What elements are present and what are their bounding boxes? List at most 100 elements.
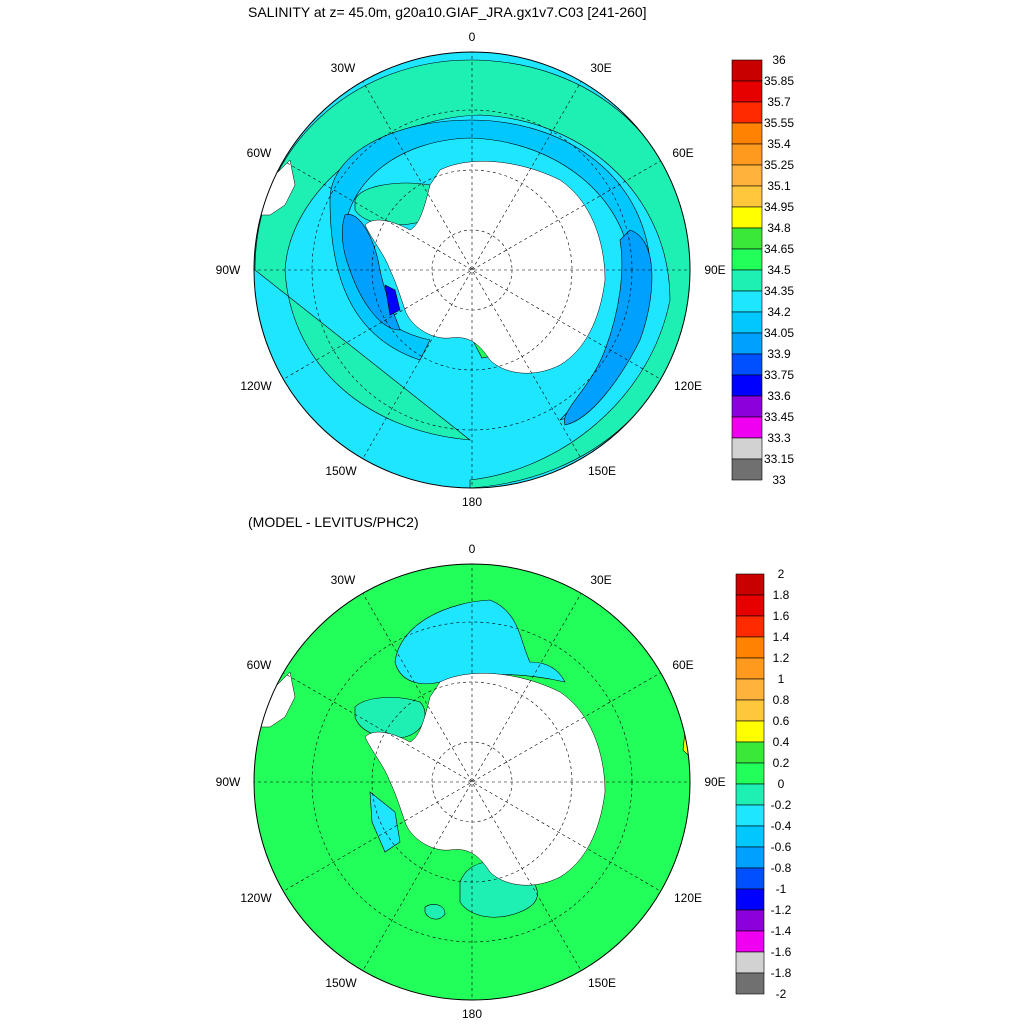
colorbar-tick-label: 34.35: [764, 284, 794, 298]
polar-map-salinity: [254, 52, 690, 488]
lon-label: 150E: [588, 464, 616, 478]
lon-label: 30E: [590, 573, 611, 587]
colorbar-tick-label: -1.6: [771, 945, 792, 959]
colorbar-tick-label: 0.6: [773, 714, 790, 728]
colorbar-swatch: [735, 699, 765, 722]
colorbar-tick-label: 34.5: [767, 263, 791, 277]
colorbar-swatch: [735, 888, 765, 911]
colorbar-swatch: [731, 185, 763, 208]
colorbar-swatch: [735, 972, 765, 995]
colorbar-swatch: [735, 951, 765, 974]
colorbar-tick-label: -2: [776, 987, 787, 1001]
colorbar-swatch: [731, 164, 763, 187]
colorbar-tick-label: 36: [772, 53, 786, 67]
colorbar-tick-label: -0.8: [771, 861, 792, 875]
colorbar-tick-label: 33.75: [764, 368, 794, 382]
colorbar-swatch: [731, 332, 763, 355]
colorbar-tick-label: 35.4: [767, 137, 791, 151]
colorbar-tick-label: -0.4: [771, 819, 792, 833]
colorbar-swatch: [735, 636, 765, 659]
map-boundary: [253, 51, 691, 489]
colorbar-tick-label: 0.4: [773, 735, 790, 749]
colorbar-tick-label: 1.4: [773, 630, 790, 644]
colorbar-tick-label: 34.95: [764, 200, 794, 214]
difference-map-panel: 0 30E 60E 90E 120E 150E 180 150W 120W 90…: [216, 542, 792, 1021]
lon-label: 30E: [590, 61, 611, 75]
lon-label: 30W: [331, 61, 356, 75]
lon-label: 60W: [247, 658, 272, 672]
colorbar-tick-label: 33: [772, 473, 786, 487]
colorbar-swatch: [735, 825, 765, 848]
map-boundary: [253, 563, 691, 1001]
colorbar-swatch: [735, 741, 765, 764]
colorbar-swatch: [735, 930, 765, 953]
salinity-map-panel: 0 30E 60E 90E 120E 150E 180 150W 120W 90…: [216, 30, 795, 509]
colorbar-swatch: [731, 353, 763, 376]
colorbar-tick-label: 33.9: [767, 347, 791, 361]
colorbar-tick-label: 0.8: [773, 693, 790, 707]
lon-label: 0: [469, 542, 476, 556]
colorbar-tick-label: 2: [778, 567, 785, 581]
colorbar-tick-label: 1: [778, 672, 785, 686]
longitude-labels: 0 30E 60E 90E 120E 150E 180 150W 120W 90…: [216, 30, 726, 509]
lon-label: 150W: [325, 976, 357, 990]
lon-label: 60E: [672, 146, 693, 160]
colorbar-swatch: [731, 80, 763, 103]
lon-label: 180: [462, 1007, 482, 1021]
lon-label: 90E: [704, 263, 725, 277]
lon-label: 180: [462, 495, 482, 509]
lon-label: 60W: [247, 146, 272, 160]
colorbar-swatch: [731, 143, 763, 166]
contour-region-small-neg: [424, 904, 446, 920]
colorbar-swatch: [731, 437, 763, 460]
colorbar-swatch: [735, 615, 765, 638]
salinity-colorbar: 36 35.85 35.7 35.55 35.4 35.25 35.1 34.95 34.8 34…: [731, 53, 794, 487]
lon-label: 150E: [588, 976, 616, 990]
colorbar-tick-label: 1.8: [773, 588, 790, 602]
map-grid: [254, 52, 690, 488]
colorbar-swatch: [735, 720, 765, 743]
colorbar-tick-label: -1.2: [771, 903, 792, 917]
colorbar-tick-label: 1.2: [773, 651, 790, 665]
colorbar-tick-label: 33.3: [767, 431, 791, 445]
colorbar-tick-label: -0.2: [771, 798, 792, 812]
colorbar-tick-label: -1.8: [771, 966, 792, 980]
colorbar-tick-label: 35.55: [764, 116, 794, 130]
colorbar-swatch: [735, 846, 765, 869]
colorbar-tick-label: 35.85: [764, 74, 794, 88]
lon-label: 150W: [325, 464, 357, 478]
colorbar-tick-label: 33.6: [767, 389, 791, 403]
colorbar-swatch: [735, 678, 765, 701]
lon-label: 120W: [240, 379, 272, 393]
longitude-labels: 0 30E 60E 90E 120E 150E 180 150W 120W 90…: [216, 542, 726, 1021]
colorbar-tick-label: 33.15: [764, 452, 794, 466]
colorbar-swatch: [735, 657, 765, 680]
colorbar-swatch: [735, 762, 765, 785]
colorbar-swatch: [731, 458, 763, 481]
colorbar-tick-label: 0.2: [773, 756, 790, 770]
colorbar-swatch: [735, 594, 765, 617]
colorbar-tick-label: 35.7: [767, 95, 791, 109]
colorbar-tick-label: 33.45: [764, 410, 794, 424]
colorbar-swatch: [731, 269, 763, 292]
colorbar-tick-label: 34.2: [767, 305, 791, 319]
colorbar-swatch: [731, 59, 763, 82]
colorbar-swatch: [735, 909, 765, 932]
contour-region-lowest-east: [564, 229, 653, 426]
contour-region-coastal-neg: [369, 791, 401, 853]
contour-region-blue-patch: [384, 284, 401, 316]
colorbar-tick-label: 35.25: [764, 158, 794, 172]
lon-label: 0: [469, 30, 476, 44]
contour-region-lowest-west: [341, 214, 401, 331]
lon-label: 120E: [674, 379, 702, 393]
colorbar-tick-label: -1: [776, 882, 787, 896]
top-panel-title: SALINITY at z= 45.0m, g20a10.GIAF_JRA.gx…: [248, 4, 647, 20]
colorbar-swatch: [731, 122, 763, 145]
colorbar-swatch: [731, 374, 763, 397]
colorbar-swatch: [731, 248, 763, 271]
colorbar-tick-label: 34.65: [764, 242, 794, 256]
colorbar-swatch: [735, 573, 765, 596]
colorbar-tick-label: 35.1: [767, 179, 791, 193]
lon-label: 120E: [674, 891, 702, 905]
colorbar-swatch: [735, 804, 765, 827]
